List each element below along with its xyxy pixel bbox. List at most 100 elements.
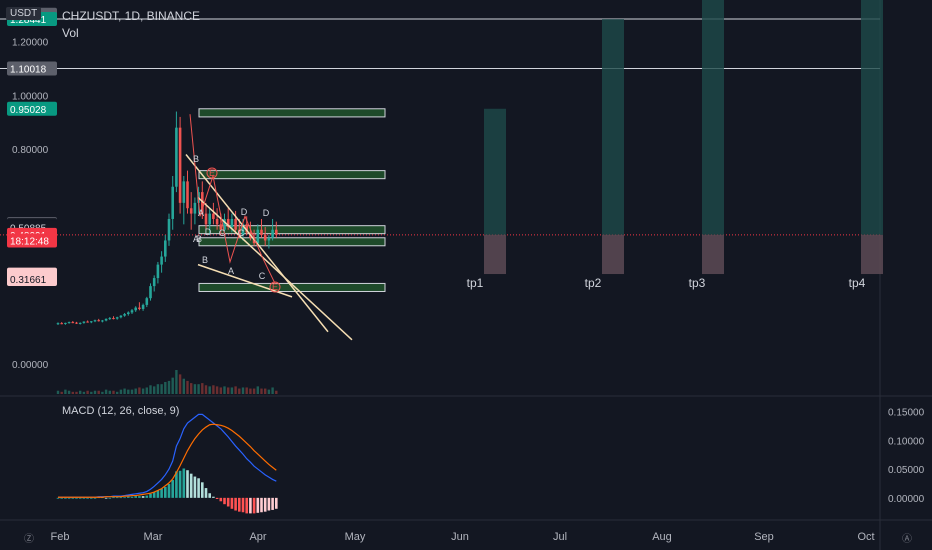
volume-bar — [60, 391, 63, 394]
candle-body — [56, 323, 60, 325]
candle-body — [97, 320, 100, 322]
candle-body — [86, 321, 89, 323]
candle-body — [223, 218, 226, 230]
macd-histogram-bar — [108, 497, 112, 499]
volume-bar — [212, 385, 215, 394]
macd-histogram-bar — [197, 478, 200, 498]
target-stop-zone — [702, 234, 724, 275]
volume-bar — [256, 386, 259, 394]
volume-bar — [223, 386, 226, 394]
time-tick-label: Sep — [754, 531, 774, 543]
zone-box — [198, 225, 386, 235]
macd-histogram-bar — [267, 497, 271, 511]
target-stop-zone — [861, 234, 883, 275]
time-tick-label: Mar — [144, 531, 163, 543]
target-stop-zone — [602, 234, 624, 275]
macd-histogram-bar — [167, 484, 171, 498]
candle-body — [141, 304, 145, 309]
target-label: tp2 — [585, 276, 602, 290]
price-badge — [7, 271, 57, 286]
price-tick-label: 1.00000 — [12, 91, 49, 102]
volume-bar — [215, 386, 219, 394]
candle-body — [226, 218, 230, 228]
candle-body — [260, 229, 263, 236]
candle-body — [71, 322, 75, 324]
macd-histogram-bar — [119, 497, 123, 499]
candle-body — [182, 181, 186, 203]
wave-label: C — [259, 271, 266, 281]
candle-body — [123, 314, 126, 316]
candle-body — [171, 186, 174, 219]
volume-bar — [82, 391, 86, 394]
candle-body — [271, 229, 274, 238]
macd-histogram-bar — [230, 497, 234, 509]
candle-body — [127, 312, 130, 315]
volume-bar — [208, 386, 211, 394]
volume-bar — [241, 387, 245, 394]
macd-histogram-bar — [215, 497, 219, 500]
macd-histogram-bar — [115, 497, 119, 499]
volume-bar — [186, 380, 189, 394]
price-badge — [7, 101, 57, 116]
candle-body — [167, 218, 171, 241]
macd-histogram-bar — [201, 482, 204, 498]
volume-bar — [145, 387, 148, 394]
candle-body — [104, 318, 108, 321]
currency-badge[interactable]: USDT — [6, 7, 42, 20]
macd-histogram-bar — [138, 496, 141, 498]
volume-bar — [119, 389, 123, 394]
price-badge-label: 0.31661 — [10, 275, 47, 286]
volume-bar — [130, 389, 134, 394]
volume-bar — [86, 390, 89, 394]
wave-label: D — [205, 227, 212, 237]
candle-body — [208, 213, 211, 225]
volume-bar — [264, 388, 267, 394]
candle-body — [112, 318, 115, 320]
volume-bar — [101, 391, 104, 394]
volume-bar — [104, 389, 108, 394]
candle-body — [175, 127, 178, 187]
macd-histogram-bar — [130, 496, 134, 498]
macd-histogram-bar — [104, 497, 108, 499]
candle-body — [230, 218, 234, 228]
macd-histogram-bar — [171, 480, 174, 498]
candle-body — [156, 264, 160, 279]
volume-bar — [234, 386, 237, 394]
macd-histogram-bar — [263, 497, 267, 512]
candle-body — [164, 240, 167, 257]
macd-histogram-bar — [164, 486, 167, 498]
volume-bar — [64, 389, 67, 394]
candle-body — [130, 310, 134, 313]
candle-body — [212, 213, 215, 219]
candle-body — [90, 321, 93, 323]
candle-body — [138, 307, 141, 309]
target-profit-zone — [702, 0, 724, 235]
candle-body — [119, 315, 123, 318]
candle-body — [160, 256, 163, 265]
volume-bar — [238, 388, 241, 394]
volume-bar — [108, 390, 111, 394]
wave-label: D — [263, 208, 270, 218]
volume-bar — [71, 391, 74, 394]
candle-body — [245, 224, 248, 233]
zone-box — [198, 237, 386, 247]
price-badge — [7, 61, 57, 76]
macd-histogram-bar — [67, 497, 71, 499]
macd-histogram-bar — [186, 470, 189, 498]
chart-title: CHZUSDT, 1D, BINANCE — [62, 9, 201, 23]
candle-body — [263, 235, 267, 241]
candle-body — [75, 322, 78, 324]
macd-histogram-bar — [90, 497, 93, 499]
volume-bar — [190, 383, 193, 394]
volume-bar — [175, 370, 178, 394]
volume-bar — [123, 388, 126, 394]
candle-body — [108, 318, 112, 320]
wave-label: C — [238, 228, 245, 238]
volume-bar — [245, 387, 248, 394]
auto-scale-icon[interactable]: Ⓐ — [902, 534, 912, 545]
time-tick-label: May — [345, 531, 366, 543]
macd-histogram-bar — [245, 497, 248, 514]
timezone-icon[interactable]: Ⓩ — [24, 534, 34, 545]
volume-bar — [160, 384, 163, 394]
